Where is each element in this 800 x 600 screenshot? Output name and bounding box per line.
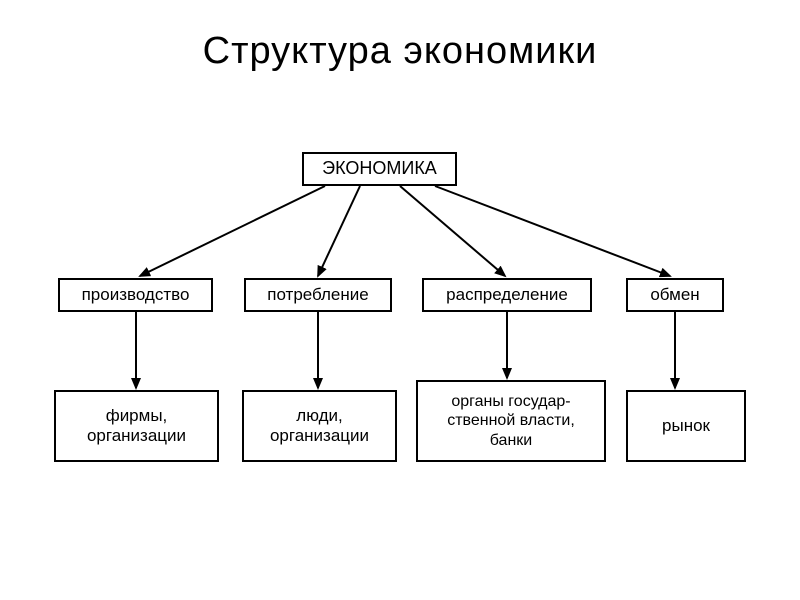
node-label: органы государ-ственной власти,банки [447,392,575,450]
node-label: производство [82,285,190,305]
node-market: рынок [626,390,746,462]
node-label: люди,организации [270,406,369,447]
node-distribution: распределение [422,278,592,312]
node-label: фирмы,организации [87,406,186,447]
node-root: ЭКОНОМИКА [302,152,457,186]
node-exchange: обмен [626,278,724,312]
node-label: обмен [650,285,699,305]
node-consumption: потребление [244,278,392,312]
node-firms: фирмы,организации [54,390,219,462]
node-label: ЭКОНОМИКА [322,158,437,180]
node-label: распределение [446,285,568,305]
node-people: люди,организации [242,390,397,462]
node-label: рынок [662,416,710,436]
node-label: потребление [267,285,368,305]
node-production: производство [58,278,213,312]
node-government: органы государ-ственной власти,банки [416,380,606,462]
diagram-container: ЭКОНОМИКА производство потребление распр… [0,0,800,600]
